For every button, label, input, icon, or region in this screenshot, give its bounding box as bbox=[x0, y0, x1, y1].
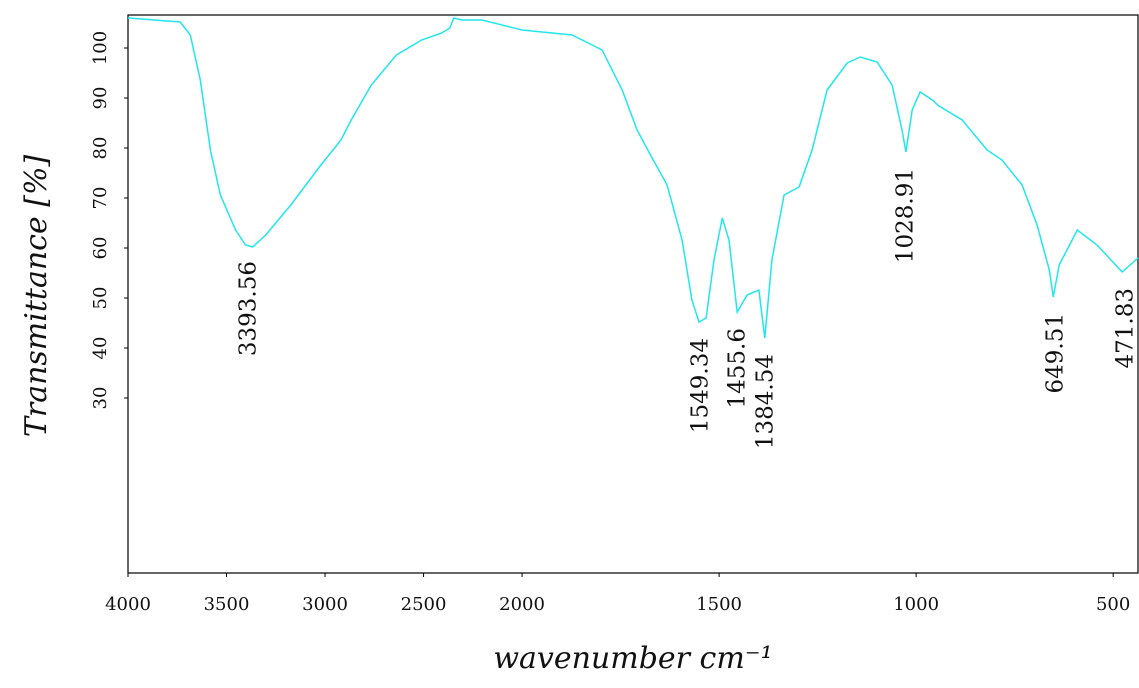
peak-label: 3393.56 bbox=[235, 261, 261, 356]
peak-label: 649.51 bbox=[1042, 313, 1068, 393]
x-tick-label: 1000 bbox=[893, 594, 939, 615]
x-tick-label: 2500 bbox=[401, 594, 447, 615]
y-tick-label: 30 bbox=[90, 387, 111, 410]
peak-label: 1384.54 bbox=[753, 354, 779, 449]
y-tick-label: 70 bbox=[90, 187, 111, 210]
y-tick-label: 80 bbox=[90, 137, 111, 160]
peak-label: 1455.6 bbox=[725, 328, 751, 408]
x-axis-label: wavenumber cm⁻¹ bbox=[493, 641, 772, 676]
x-tick-label: 4000 bbox=[105, 594, 151, 615]
x-tick-label: 3500 bbox=[204, 594, 250, 615]
y-tick-label: 50 bbox=[90, 287, 111, 310]
y-tick-label: 90 bbox=[90, 87, 111, 110]
y-tick-label: 100 bbox=[90, 31, 111, 65]
x-tick-label: 2000 bbox=[499, 594, 545, 615]
peak-label: 1028.91 bbox=[893, 168, 919, 263]
x-tick-label: 3000 bbox=[302, 594, 348, 615]
x-tick-label: 1500 bbox=[696, 594, 742, 615]
x-tick-label: 500 bbox=[1096, 594, 1130, 615]
y-tick-label: 40 bbox=[90, 337, 111, 360]
peak-label: 1549.34 bbox=[688, 338, 714, 433]
y-axis-label: Transmittance [%] bbox=[19, 155, 54, 438]
y-tick-label: 60 bbox=[90, 237, 111, 260]
line bbox=[127, 17, 1139, 339]
peak-label: 471.83 bbox=[1112, 288, 1138, 368]
plot-frame bbox=[127, 14, 1139, 574]
